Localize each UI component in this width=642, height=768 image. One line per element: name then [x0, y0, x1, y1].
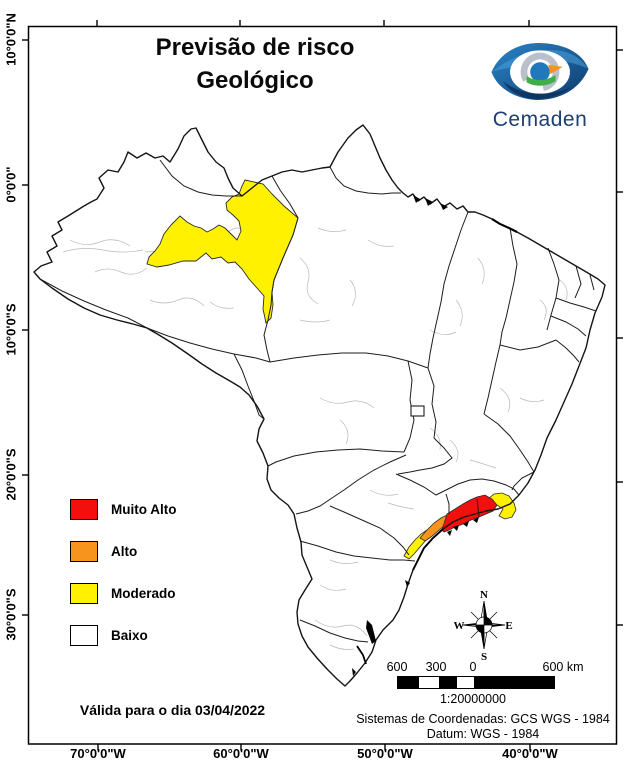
y-axis-label-10s: 10°0'0"S: [3, 303, 19, 356]
coordinate-system-note: Sistemas de Coordenadas: GCS WGS - 1984 …: [330, 712, 636, 741]
compass-w-label: W: [454, 620, 465, 632]
legend-label-alto: Alto: [111, 543, 138, 559]
scalebar-label-0: 0: [469, 660, 477, 674]
y-axis-label-30s: 30°0'0"S: [3, 588, 19, 641]
risk-area-moderado-amazonas: [146, 179, 299, 324]
page-title-line2: Geológico: [196, 67, 314, 94]
scalebar: [397, 676, 555, 689]
legend-swatch-alto: [70, 540, 98, 562]
page-title: Previsão de risco Geológico: [125, 31, 385, 97]
coast-thick-segment: [491, 218, 518, 233]
legend-label-moderado: Moderado: [111, 585, 176, 601]
legend-item-baixo: Baixo: [70, 624, 176, 646]
x-axis-label-70w: 70°0'0"W: [70, 746, 126, 761]
scale-ratio: 1:20000000: [439, 692, 507, 706]
scalebar-label-600-left: 600: [386, 660, 408, 674]
compass-rose-icon: N S W E: [454, 589, 513, 663]
x-axis-label-40w: 40°0'0"W: [502, 746, 558, 761]
coastal-details: [352, 195, 479, 676]
compass-s-label: S: [481, 651, 487, 663]
lagoa-sliver: [356, 645, 367, 665]
risk-legend: Muito Alto Alto Moderado Baixo: [70, 498, 176, 666]
y-axis-label-20s: 20°0'0"S: [3, 448, 19, 501]
y-axis-label-10n: 10°0'0"N: [3, 13, 19, 66]
x-axis-label-60w: 60°0'0"W: [213, 746, 269, 761]
legend-item-moderado: Moderado: [70, 582, 176, 604]
legend-label-muito-alto: Muito Alto: [111, 501, 177, 517]
y-axis-label-0: 0°0'0": [3, 166, 19, 203]
compass-n-label: N: [480, 589, 488, 601]
legend-swatch-muito-alto: [70, 498, 98, 520]
coordinate-system-line1: Sistemas de Coordenadas: GCS WGS - 1984: [356, 712, 610, 726]
page-title-line1: Previsão de risco: [155, 34, 355, 61]
legend-swatch-baixo: [70, 624, 98, 646]
legend-item-alto: Alto: [70, 540, 176, 562]
brazil-outline-fill: [34, 125, 605, 686]
distrito-federal-box: [410, 405, 425, 417]
coordinate-system-line2: Datum: WGS - 1984: [426, 726, 540, 741]
scalebar-label-600km: 600 km: [542, 660, 584, 674]
coast-thick-segment-south: [412, 528, 444, 571]
x-axis-label-50w: 50°0'0"W: [357, 746, 413, 761]
graticule-ticks: [22, 20, 623, 751]
legend-item-muito-alto: Muito Alto: [70, 498, 176, 520]
legend-label-baixo: Baixo: [111, 627, 148, 643]
validity-note: Válida para o dia 03/04/2022: [79, 702, 266, 718]
scalebar-label-300: 300: [425, 660, 447, 674]
cemaden-logo: Cemaden: [468, 40, 612, 132]
cemaden-logo-text: Cemaden: [492, 108, 588, 131]
cemaden-eye-icon: [491, 43, 589, 101]
compass-e-label: E: [505, 620, 512, 632]
legend-swatch-moderado: [70, 582, 98, 604]
brazil-outline: [33, 124, 606, 687]
